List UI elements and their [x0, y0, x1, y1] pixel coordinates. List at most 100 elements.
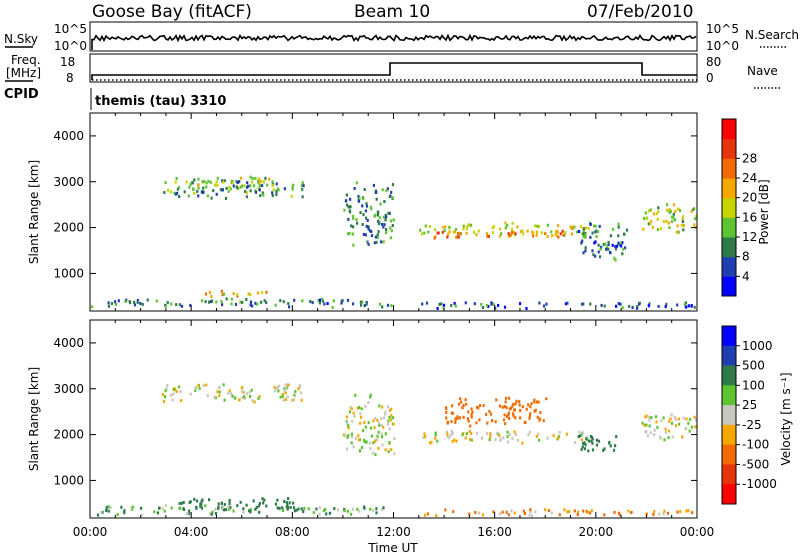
velocity-cell — [249, 510, 252, 514]
velocity-cell — [388, 408, 391, 412]
power-cell — [164, 304, 167, 308]
power-cell — [621, 252, 624, 256]
power-cell — [450, 304, 453, 307]
power-cell — [499, 234, 502, 238]
velocity-cell — [189, 392, 192, 396]
velocity-cell — [445, 410, 448, 414]
power-cell — [448, 225, 451, 229]
power-cell — [377, 222, 381, 226]
power-cell — [604, 242, 607, 246]
power-cell — [375, 240, 378, 244]
power-cell — [670, 215, 674, 219]
velocity-cell — [179, 390, 182, 393]
velocity-cell — [462, 415, 465, 419]
velocity-cell — [358, 438, 361, 442]
power-cell — [258, 188, 261, 192]
power-cell — [545, 302, 548, 306]
velocity-cell — [286, 395, 289, 399]
power-cell — [355, 181, 358, 185]
velocity-cell — [687, 509, 690, 513]
velocity-cell — [180, 501, 183, 505]
velocity-cell — [199, 502, 202, 506]
power-cell — [348, 205, 351, 209]
velocity-cell — [208, 498, 211, 502]
velocity-cell — [574, 441, 577, 445]
power-cell — [210, 295, 213, 298]
velocity-cell — [248, 390, 251, 394]
power-cell — [178, 195, 181, 198]
power-cell — [246, 185, 249, 189]
power-cell — [551, 234, 554, 238]
power-cell — [362, 233, 365, 236]
cpid-panel: CPID themis (tau) 3310 — [4, 87, 226, 110]
velocity-cell — [285, 501, 288, 505]
beam-title: Beam 10 — [354, 2, 430, 22]
power-cell — [628, 304, 631, 308]
velocity-cell — [558, 430, 561, 434]
velocity-cell — [577, 435, 580, 438]
power-cell — [389, 236, 392, 240]
power-cell — [361, 300, 364, 304]
velocity-cell — [120, 505, 123, 509]
power-cell — [636, 305, 639, 308]
power-cell — [262, 180, 266, 184]
velocity-cell — [345, 415, 349, 419]
velocity-cell — [351, 435, 354, 439]
power-cell — [555, 229, 558, 233]
velocity-cell — [350, 441, 353, 445]
power-cell — [475, 233, 478, 237]
power-cell — [546, 235, 549, 239]
power-cell — [351, 214, 354, 218]
velocity-cell — [378, 404, 381, 408]
colorbar-tick-label: 1000 — [742, 339, 773, 353]
power-cell — [220, 300, 223, 304]
velocity-cell — [488, 438, 491, 442]
power-cell — [189, 303, 192, 307]
power-cell — [693, 223, 696, 227]
velocity-cell — [303, 506, 306, 510]
power-cell — [200, 299, 204, 303]
velocity-cell — [669, 417, 672, 421]
power-cell — [421, 302, 424, 306]
power-cell — [241, 184, 244, 188]
power-cell — [332, 299, 335, 303]
power-cell — [387, 211, 390, 215]
velocity-cell — [508, 416, 511, 420]
velocity-cell — [241, 389, 244, 393]
power-cell — [609, 251, 612, 255]
power-cell — [606, 245, 609, 249]
colorbar-frame — [721, 325, 737, 505]
velocity-cell — [197, 384, 200, 388]
colorbar-swatch — [722, 158, 736, 179]
power-cell — [666, 203, 669, 207]
velocity-cell — [344, 434, 347, 438]
power-cell — [249, 293, 252, 297]
power-cell — [440, 302, 443, 306]
power-cell — [205, 185, 208, 189]
velocity-cell — [359, 412, 362, 416]
velocity-cell — [612, 448, 616, 452]
power-cell — [466, 225, 469, 229]
power-cell — [434, 228, 437, 232]
velocity-cell — [426, 512, 430, 516]
power-cell — [676, 224, 679, 228]
velocity-cell — [164, 504, 167, 508]
velocity-cell — [539, 411, 542, 415]
velocity-cell — [653, 428, 656, 432]
power-cell — [442, 225, 445, 229]
velocity-cell — [467, 410, 470, 414]
velocity-cell — [507, 440, 510, 444]
velocity-cell — [660, 419, 663, 423]
power-cell — [189, 182, 192, 186]
power-cell — [519, 302, 522, 306]
velocity-cell — [684, 426, 688, 430]
velocity-cell — [188, 501, 191, 505]
power-cell — [202, 190, 205, 194]
velocity-cell — [522, 509, 525, 513]
velocity-cell — [461, 433, 464, 437]
velocity-cell — [388, 427, 391, 431]
power-cell — [473, 302, 476, 306]
power-cell — [589, 235, 592, 239]
velocity-cell — [205, 383, 208, 387]
power-cell — [365, 302, 368, 306]
